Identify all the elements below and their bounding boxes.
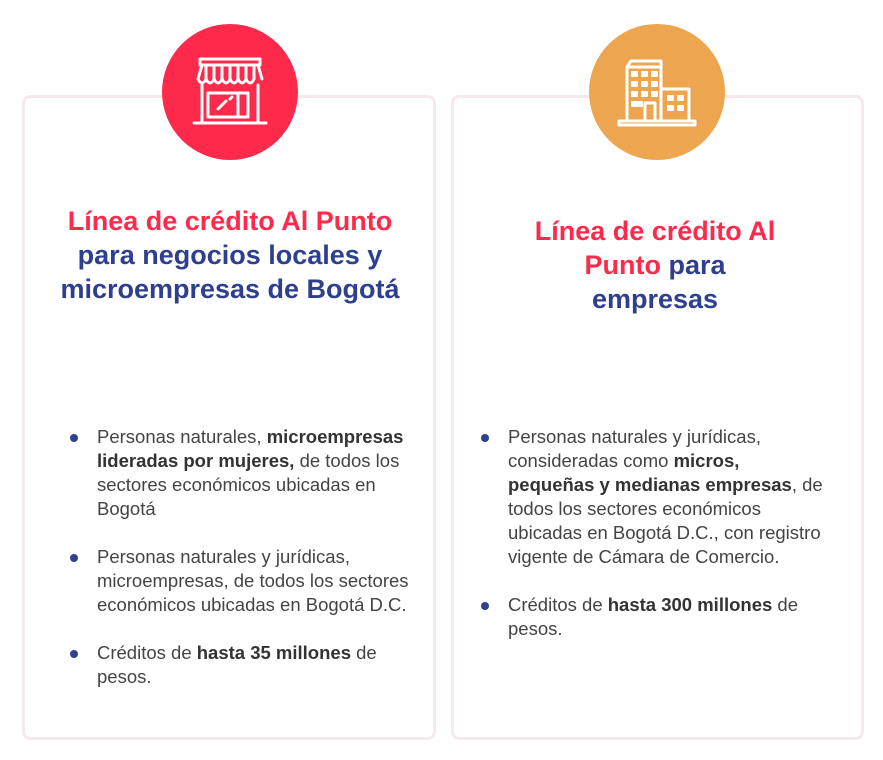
bullet: Créditos de hasta 35 millones de pesos.	[70, 641, 410, 689]
card-companies	[451, 95, 864, 740]
card2-bullets: Personas naturales y jurídicas, consider…	[481, 425, 826, 665]
card1-bullets: Personas naturales, microempresas lidera…	[70, 425, 410, 713]
bullet: Personas naturales y jurídicas, consider…	[481, 425, 826, 569]
bullet: Personas naturales y jurídicas, microemp…	[70, 545, 410, 617]
bullet: Créditos de hasta 300 millones de pesos.	[481, 593, 826, 641]
bullet: Personas naturales, microempresas lidera…	[70, 425, 410, 521]
card2-title: Línea de crédito Al Punto para empresas	[534, 216, 776, 314]
store-icon	[162, 24, 298, 160]
building-icon	[589, 24, 725, 160]
card-local-businesses	[22, 95, 436, 740]
card1-title: Línea de crédito Al Punto para negocios …	[60, 206, 400, 304]
